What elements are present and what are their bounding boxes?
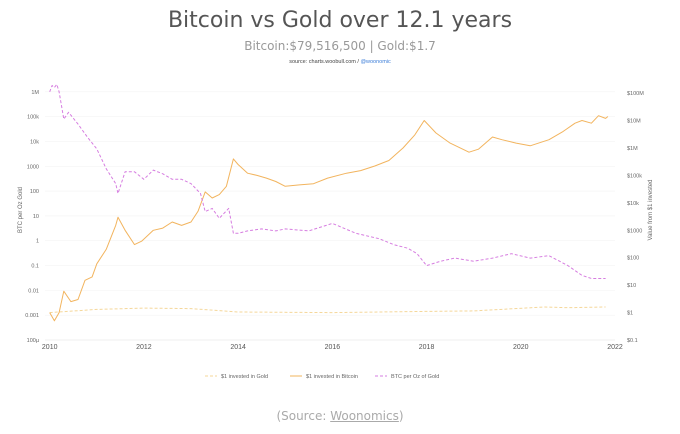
right-tick-label: $100M — [627, 91, 644, 97]
bitcoin-invested-line — [49, 115, 609, 322]
right-tick-label: $10 — [627, 283, 636, 289]
source-handle: @woonomic — [360, 59, 391, 65]
gold-invested-line — [49, 306, 606, 314]
caption-open: (Source: — [276, 409, 331, 423]
left-tick-label: 1000 — [27, 164, 39, 170]
legend-gold-invested: $1 invested in Gold — [205, 374, 268, 380]
right-tick-label: $0.1 — [627, 338, 638, 344]
woonomics-link[interactable]: Woonomics — [330, 409, 399, 423]
x-tick-label: 2022 — [607, 344, 623, 351]
source-prefix: source: charts.woobull.com / — [289, 59, 361, 65]
left-tick-label: 100 — [30, 189, 39, 195]
source-caption: (Source: Woonomics) — [0, 409, 680, 423]
left-tick-label: 0.01 — [28, 288, 39, 294]
legend-btc-per-gold: BTC per Oz of Gold — [375, 374, 439, 380]
right-tick-label: $1000 — [627, 228, 642, 234]
legend-label: BTC per Oz of Gold — [391, 374, 439, 380]
source-line: source: charts.woobull.com / @woonomic — [0, 59, 680, 65]
right-tick-label: $100 — [627, 256, 639, 262]
x-tick-label: 2014 — [230, 344, 246, 351]
right-tick-label: $1M — [627, 146, 638, 152]
x-axis-ticks: 2010 2012 2014 2016 2018 2020 2022 — [42, 339, 623, 351]
left-axis-title: BTC per Oz Gold — [18, 187, 24, 233]
right-axis-ticks: $0.1 $1 $10 $100 $1000 $10k $100k $1M $10M $100M — [627, 91, 644, 344]
x-tick-label: 2020 — [513, 344, 529, 351]
left-tick-label: 1 — [36, 239, 39, 245]
right-tick-label: $10k — [627, 201, 639, 207]
left-tick-label: 0.001 — [25, 313, 39, 319]
left-tick-label: 10k — [30, 139, 39, 145]
left-tick-label: 100k — [27, 115, 39, 121]
legend-bitcoin-invested: $1 invested in Bitcoin — [290, 374, 358, 380]
left-tick-label: 100µ — [27, 338, 40, 344]
chart-subtitle: Bitcoin:$79,516,500 | Gold:$1.7 — [244, 39, 436, 53]
x-tick-label: 2012 — [136, 344, 152, 351]
left-tick-label: 1M — [31, 90, 39, 96]
left-tick-label: 10 — [33, 214, 39, 220]
x-tick-label: 2018 — [419, 344, 435, 351]
right-axis-title: Value from $1 invested — [648, 180, 654, 241]
legend-label: $1 invested in Bitcoin — [306, 374, 358, 380]
series-layer — [49, 83, 609, 322]
right-tick-label: $10M — [627, 119, 641, 125]
legend: $1 invested in Gold $1 invested in Bitcoi… — [205, 374, 439, 380]
chart-svg: 100µ 0.001 0.01 0.1 1 10 100 1000 10k 100k 1M $0.1… — [18, 83, 654, 380]
x-tick-label: 2010 — [42, 344, 58, 351]
left-tick-label: 0.1 — [31, 264, 39, 270]
caption-close: ) — [398, 409, 404, 423]
grid-layer — [45, 91, 615, 341]
chart-title: Bitcoin vs Gold over 12.1 years — [167, 8, 513, 33]
right-tick-label: $1 — [627, 311, 633, 317]
x-tick-label: 2016 — [325, 344, 341, 351]
right-tick-label: $100k — [627, 173, 642, 179]
btc-per-gold-line — [49, 83, 606, 279]
legend-label: $1 invested in Gold — [221, 374, 268, 380]
left-axis-ticks: 100µ 0.001 0.01 0.1 1 10 100 1000 10k 100k 1M — [25, 90, 40, 344]
